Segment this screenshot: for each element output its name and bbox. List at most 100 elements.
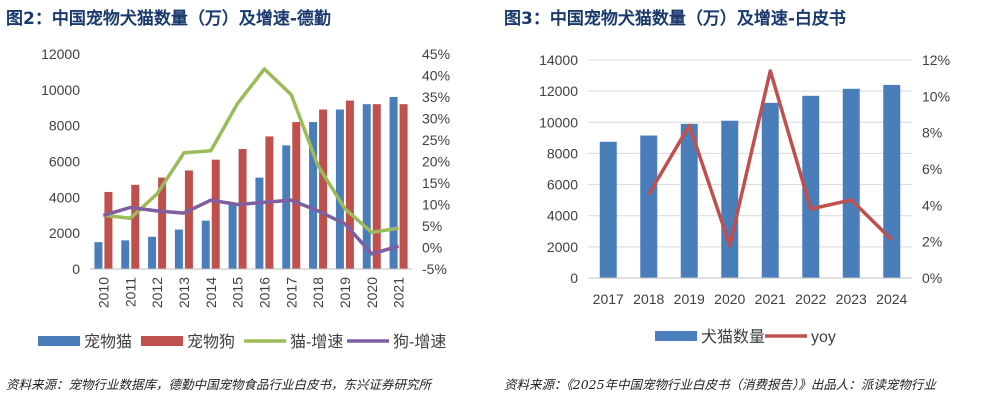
right-y2tick-label: 0%: [922, 270, 942, 286]
right-y2tick-label: 12%: [922, 52, 950, 68]
left-bar-宠物狗: [399, 104, 408, 270]
left-xtick-label: 2017: [283, 277, 299, 308]
left-y2tick-label: 5%: [422, 218, 442, 234]
left-ytick-label: 0: [72, 261, 80, 277]
left-y2tick-label: 10%: [422, 197, 450, 213]
left-bar-宠物猫: [121, 240, 130, 269]
right-bar-犬猫数量: [883, 84, 901, 279]
left-xtick-label: 2020: [364, 277, 380, 308]
left-legend-label: 猫-增速: [290, 333, 343, 351]
left-legend-label: 宠物猫: [84, 333, 132, 351]
left-bar-宠物猫: [309, 122, 318, 269]
chart-right-svg: 0 2000 4000 6000 8000 10000 12000 14000 0% 2% 4% 6%…: [539, 52, 950, 346]
left-xtick-label: 2018: [310, 277, 326, 308]
source-note-right: 资料来源：《2025年中国宠物行业白皮书（消费报告）》出品人：派读宠物行业: [504, 377, 936, 392]
left-bar-宠物猫: [282, 145, 291, 269]
left-xtick-label: 2014: [203, 277, 219, 308]
right-xtick-label: 2022: [795, 291, 826, 307]
left-y2tick-label: -5%: [422, 261, 447, 277]
left-bar-宠物猫: [362, 104, 371, 270]
left-y2tick-label: 40%: [422, 68, 450, 84]
left-xtick-label: 2010: [95, 277, 111, 308]
left-bar-宠物猫: [148, 236, 157, 269]
left-xtick-label: 2019: [337, 277, 353, 308]
left-bar-宠物狗: [211, 159, 220, 269]
right-y2tick-label: 10%: [922, 88, 950, 104]
left-bar-宠物狗: [319, 109, 328, 270]
right-ytick-label: 6000: [547, 177, 578, 193]
left-xtick-label: 2011: [122, 277, 138, 307]
right-xtick-label: 2019: [674, 291, 705, 307]
right-line-yoy: [647, 69, 894, 248]
right-bar-犬猫数量: [802, 95, 820, 278]
left-legend-swatch-宠物狗: [141, 336, 183, 346]
left-y2tick-label: 45%: [422, 46, 450, 62]
left-line-猫-增速: [103, 67, 399, 235]
right-xtick-label: 2017: [593, 291, 624, 307]
right-y2tick-label: 4%: [922, 197, 942, 213]
left-bar-宠物狗: [104, 191, 113, 269]
left-ytick-label: 2000: [49, 225, 80, 241]
right-bar-犬猫数量: [680, 123, 698, 278]
right-y2tick-label: 8%: [922, 125, 942, 141]
left-ytick-label: 12000: [41, 46, 80, 62]
left-bar-宠物狗: [372, 104, 381, 270]
right-bar-犬猫数量: [599, 141, 617, 278]
left-bar-宠物狗: [131, 184, 140, 269]
left-xtick-label: 2012: [149, 277, 165, 308]
left-ytick-label: 10000: [41, 82, 80, 98]
left-y2tick-label: 35%: [422, 89, 450, 105]
left-bar-宠物狗: [238, 148, 247, 269]
right-ytick-label: 10000: [539, 114, 578, 130]
left-bar-宠物猫: [174, 229, 183, 269]
right-bar-犬猫数量: [842, 88, 860, 278]
left-legend-label: 宠物狗: [187, 333, 235, 351]
left-ytick-label: 8000: [49, 118, 80, 134]
left-ytick-label: 4000: [49, 189, 80, 205]
right-xtick-label: 2023: [836, 291, 867, 307]
right-bar-犬猫数量: [761, 102, 779, 278]
right-legend-label: 犬猫数量: [701, 328, 765, 346]
right-xtick-label: 2024: [876, 291, 907, 307]
left-bar-宠物猫: [389, 97, 398, 269]
left-bar-宠物猫: [335, 109, 344, 270]
right-bar-犬猫数量: [721, 120, 739, 278]
chart-title-right: 图3：中国宠物犬猫数量（万）及增速-白皮书: [504, 9, 846, 29]
left-xtick-label: 2021: [391, 277, 407, 308]
left-xtick-label: 2016: [256, 277, 272, 308]
right-y2tick-label: 6%: [922, 161, 942, 177]
left-line-狗-增速: [102, 198, 400, 256]
left-y2tick-label: 20%: [422, 154, 450, 170]
chart-left-svg: 0 2000 4000 6000 8000 10000 12000 -5% 0% 5% 10% 15%…: [38, 46, 450, 351]
chart-panel-right: 图3：中国宠物犬猫数量（万）及增速-白皮书 0 2000 4000 6000 8000 1…: [498, 0, 996, 400]
right-ytick-label: 12000: [539, 83, 578, 99]
right-ytick-label: 2000: [547, 239, 578, 255]
left-bar-宠物狗: [292, 122, 301, 269]
chart-panel-left: 图2：中国宠物犬猫数量（万）及增速-德勤 0 2000 4000 6000 8000 10…: [6, 9, 450, 392]
left-bar-宠物猫: [228, 204, 237, 269]
left-xtick-label: 2013: [176, 277, 192, 308]
right-xtick-label: 2018: [633, 291, 664, 307]
left-bar-宠物狗: [184, 170, 193, 269]
right-ytick-label: 14000: [539, 52, 578, 68]
source-note-left: 资料来源：宠物行业数据库，德勤中国宠物食品行业白皮书，东兴证券研究所: [6, 377, 432, 392]
right-ytick-label: 8000: [547, 145, 578, 161]
right-ytick-label: 4000: [547, 208, 578, 224]
left-bar-宠物猫: [94, 242, 103, 269]
left-y2tick-label: 0%: [422, 240, 442, 256]
chart-title-left: 图2：中国宠物犬猫数量（万）及增速-德勤: [6, 9, 331, 29]
left-bar-宠物狗: [158, 177, 167, 269]
right-xtick-label: 2020: [714, 291, 745, 307]
left-ytick-label: 6000: [49, 154, 80, 170]
right-ytick-label: 0: [570, 270, 578, 286]
left-legend-swatch-宠物猫: [38, 336, 80, 346]
right-xtick-label: 2021: [755, 291, 786, 307]
left-y2tick-label: 15%: [422, 175, 450, 191]
left-bar-宠物猫: [201, 220, 210, 269]
left-xtick-label: 2015: [230, 277, 246, 308]
right-legend-label: yoy: [811, 329, 836, 346]
left-bar-宠物狗: [345, 100, 354, 269]
right-legend-swatch-犬猫数量: [655, 331, 697, 341]
left-legend-label: 狗-增速: [393, 333, 446, 351]
left-y2tick-label: 30%: [422, 111, 450, 127]
